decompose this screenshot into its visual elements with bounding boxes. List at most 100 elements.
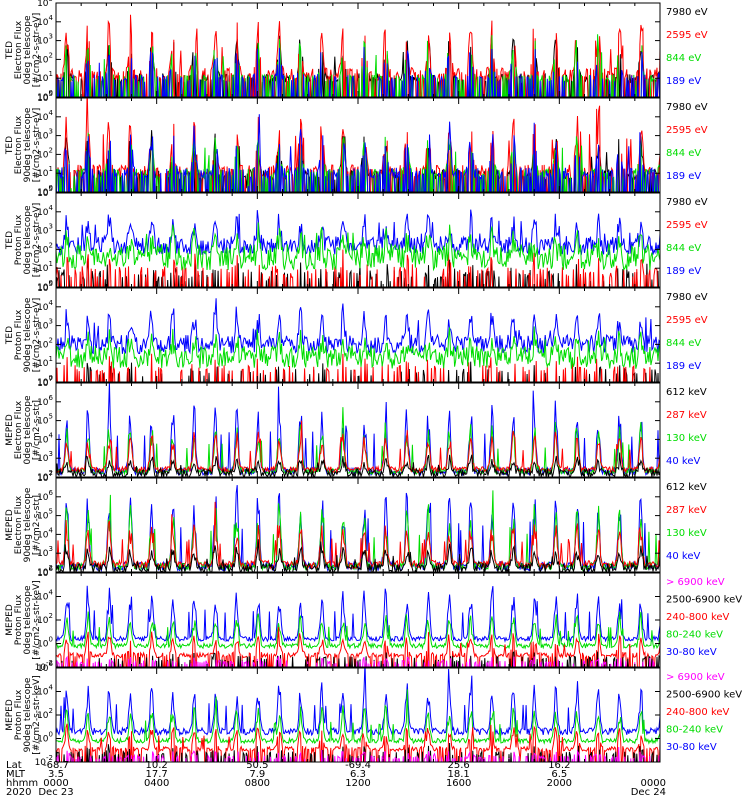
hhmm-value: 0800 xyxy=(245,778,270,789)
series-line-844-ev xyxy=(56,34,656,97)
y-axis-label-line: Proton Flux xyxy=(14,309,24,360)
series-line-40-kev xyxy=(56,383,660,477)
y-tick-exponent: 2 xyxy=(49,146,53,154)
y-tick-exponent: 0 xyxy=(49,636,53,644)
y-tick-exponent: 4 xyxy=(49,299,54,307)
panel-frame xyxy=(55,572,661,668)
hhmm-value: 0400 xyxy=(144,778,169,789)
y-tick-exponent: 2 xyxy=(49,241,53,249)
y-tick-exponent: 2 xyxy=(49,612,53,620)
series-line-130-kev xyxy=(56,490,660,572)
y-tick-exponent: 4 xyxy=(49,589,54,597)
y-tick-exponent: 6 xyxy=(49,394,54,402)
series-line-287-kev xyxy=(56,501,660,570)
series-line-844-ev xyxy=(56,326,660,369)
panel-series-group xyxy=(56,383,660,477)
y-tick-exponent: -2 xyxy=(46,754,53,762)
y-tick-exponent: 5 xyxy=(49,508,53,516)
y-axis-label-line: 90deg telescope xyxy=(23,677,33,752)
y-axis-label-line: Electron Flux xyxy=(14,115,24,174)
y-axis-label-line: [#/cm2-s-str-keV] xyxy=(32,675,42,754)
y-tick-exponent: 1 xyxy=(49,355,53,363)
y-axis-label-line: Proton Flux xyxy=(14,689,24,740)
y-tick-exponent: 5 xyxy=(49,280,53,288)
series-line-40-kev xyxy=(56,485,660,572)
y-tick-exponent: 4 xyxy=(49,431,54,439)
x-row-label: hhmm xyxy=(6,778,38,789)
legend-entry: 40 keV xyxy=(666,551,700,562)
y-axis-label-line: 90deg telescope xyxy=(23,107,33,182)
series-line-2500-6900-kev xyxy=(56,651,660,667)
y-tick-exponent: 6 xyxy=(49,489,54,497)
legend-entry: 2500-6900 keV xyxy=(666,690,742,701)
series-line-130-kev xyxy=(56,407,660,476)
y-axis-label-line: TED xyxy=(5,41,15,60)
legend-entry: 240-800 keV xyxy=(666,612,730,623)
lat-value: 50.5 xyxy=(246,760,268,771)
y-tick-exponent: 1 xyxy=(49,165,53,173)
legend-entry: 40 keV xyxy=(666,456,700,467)
y-axis-label-line: MEPED xyxy=(5,604,15,636)
y-tick-exponent: 6 xyxy=(49,565,54,573)
date-value: Dec 24 xyxy=(631,787,666,798)
series-line-189-ev xyxy=(56,114,659,192)
y-tick-exponent: 4 xyxy=(49,526,54,534)
legend-entry: 2595 eV xyxy=(666,125,708,136)
y-tick-exponent: 5 xyxy=(49,413,53,421)
y-axis-label-line: [#/cm2-s-str-keV] xyxy=(32,580,42,659)
y-axis-label-line: MEPED xyxy=(5,699,15,731)
legend-entry: 30-80 keV xyxy=(666,647,717,658)
mlt-value: 6.5 xyxy=(551,769,567,780)
legend-entry: 7980 eV xyxy=(666,197,708,208)
y-tick-label: 105 xyxy=(37,0,53,9)
legend-entry: 80-240 keV xyxy=(666,725,723,736)
x-row-label: Lat xyxy=(6,760,22,771)
y-tick-exponent: 2 xyxy=(49,51,53,59)
y-tick-exponent: 3 xyxy=(49,545,53,553)
x-row-label: 2020 xyxy=(6,787,31,798)
y-tick-exponent: 5 xyxy=(49,185,53,193)
series-line-240-800-kev xyxy=(56,723,660,762)
legend-entry: 612 keV xyxy=(666,387,707,398)
mlt-value: 7.9 xyxy=(249,769,265,780)
legend-entry: 80-240 keV xyxy=(666,630,723,641)
legend-entry: 2500-6900 keV xyxy=(666,595,742,606)
panel-series-group xyxy=(56,298,660,382)
panel-series-group xyxy=(56,485,660,572)
legend-entry: 189 eV xyxy=(666,171,701,182)
series-line-287-kev xyxy=(56,420,660,474)
mlt-value: 18.1 xyxy=(448,769,470,780)
y-tick-exponent: 2 xyxy=(49,564,53,572)
y-axis-label-line: TED xyxy=(5,326,15,345)
hhmm-value: 1200 xyxy=(345,778,370,789)
hhmm-value: 0000 xyxy=(641,778,666,789)
hhmm-value: 1600 xyxy=(446,778,471,789)
legend-entry: 844 eV xyxy=(666,243,701,254)
y-tick-exponent: 3 xyxy=(49,223,53,231)
y-axis-label-line: Proton Flux xyxy=(14,214,24,265)
legend-entry: 130 keV xyxy=(666,528,707,539)
lat-value: 16.2 xyxy=(548,760,570,771)
y-tick-exponent: 4 xyxy=(49,109,54,117)
legend-entry: 2595 eV xyxy=(666,30,708,41)
panel-series-group xyxy=(56,14,660,97)
legend-entry: 844 eV xyxy=(666,338,701,349)
y-axis-label-line: [#/cm2-s-str-eV] xyxy=(32,13,42,88)
mlt-value: 6.3 xyxy=(350,769,366,780)
y-axis-label-line: [#/cm2-s-str-eV] xyxy=(32,203,42,278)
y-tick-exponent: 2 xyxy=(49,469,53,477)
y-axis-label-line: MEPED xyxy=(5,509,15,541)
mlt-value: 17.7 xyxy=(146,769,168,780)
y-tick-exponent: 2 xyxy=(49,707,53,715)
y-tick-exponent: 0 xyxy=(49,374,53,382)
y-tick-exponent: 4 xyxy=(49,14,54,22)
series-line-80-240-kev xyxy=(56,689,660,745)
y-axis-label-line: TED xyxy=(5,136,15,155)
y-tick-exponent: 0 xyxy=(49,731,53,739)
lat-value: -68.7 xyxy=(43,760,69,771)
